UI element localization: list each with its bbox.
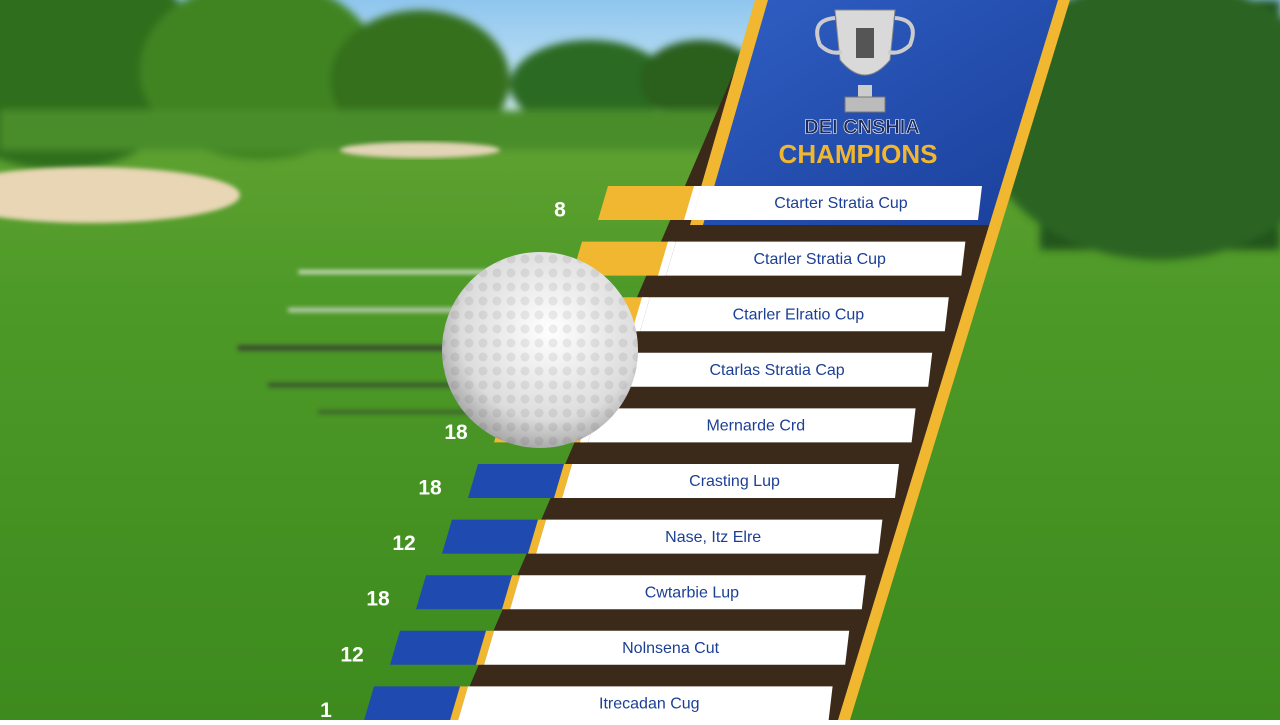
- row-divider: [502, 575, 520, 610]
- row: Nolnsena Cut: [390, 630, 850, 665]
- row-tab: [572, 241, 674, 276]
- row-bar: [640, 297, 949, 332]
- rows: Ctarter Stratia Cup Ctarler Stratia Cup Ct…: [364, 186, 982, 721]
- row-bar: [510, 575, 866, 610]
- panel-edge: [838, 0, 1070, 720]
- header-subtitle: CHAMPIONS: [779, 139, 938, 169]
- row-divider: [554, 464, 572, 498]
- panel-edge: [690, 0, 768, 225]
- trophy: [815, 9, 915, 113]
- row-number: 12: [392, 532, 415, 555]
- sand-bunker: [340, 142, 500, 158]
- row: Cwtarbie Lup: [416, 575, 866, 610]
- row-bar: [666, 241, 966, 276]
- tree-line: [0, 0, 1280, 260]
- row-bar: [458, 686, 833, 721]
- row-label: Ctarter Stratia Cup: [774, 195, 907, 212]
- row-label: Cwtarbie Lup: [645, 584, 739, 601]
- row-bar: [614, 352, 933, 387]
- row-label: Ctarler Stratia Cup: [753, 251, 886, 268]
- row-bar: [562, 464, 899, 498]
- row-label: Ctarlas Stratia Cap: [710, 362, 845, 379]
- row-number: 1: [320, 699, 332, 720]
- row-label: Itrecadan Cug: [599, 696, 700, 713]
- row-number: 8: [554, 199, 566, 222]
- row-bar: [588, 408, 916, 443]
- row-label: Ctarler Elratio Cup: [733, 306, 865, 323]
- sand-bunker: [0, 167, 240, 223]
- row-divider: [476, 630, 494, 665]
- row: Nase, Itz Elre: [442, 519, 883, 554]
- row-number: 18: [418, 477, 442, 500]
- row: Ctarler Stratia Cup: [572, 241, 966, 276]
- row-tab: [468, 464, 570, 498]
- row-divider: [528, 519, 546, 554]
- row-tab: [390, 630, 492, 665]
- row-divider: [450, 686, 468, 721]
- numbers: 8 18 18 12 18 12 1: [320, 199, 566, 722]
- row-number: 18: [444, 421, 468, 444]
- row-tab: [416, 575, 518, 610]
- row-tab: [598, 186, 700, 220]
- row: Itrecadan Cug: [364, 686, 833, 721]
- row-divider: [684, 186, 702, 220]
- row-divider: [632, 297, 650, 332]
- row-divider: [658, 241, 676, 276]
- row-tab: [442, 519, 544, 554]
- row-bar: [484, 630, 850, 665]
- row-tab: [364, 686, 466, 721]
- row-number: 12: [340, 643, 363, 666]
- row-label: Crasting Lup: [689, 473, 780, 490]
- row-bar: [536, 519, 883, 554]
- row-label: Nase, Itz Elre: [665, 529, 761, 546]
- row-label: Nolnsena Cut: [622, 640, 720, 657]
- row: Ctarter Stratia Cup: [598, 186, 982, 220]
- golf-ball: [237, 252, 638, 448]
- row-label: Mernarde Crd: [706, 418, 805, 435]
- row: Crasting Lup: [468, 464, 899, 498]
- row-bar: [692, 186, 982, 220]
- header-title: DEI CNSHIA: [804, 116, 920, 138]
- row-number: 18: [366, 588, 390, 611]
